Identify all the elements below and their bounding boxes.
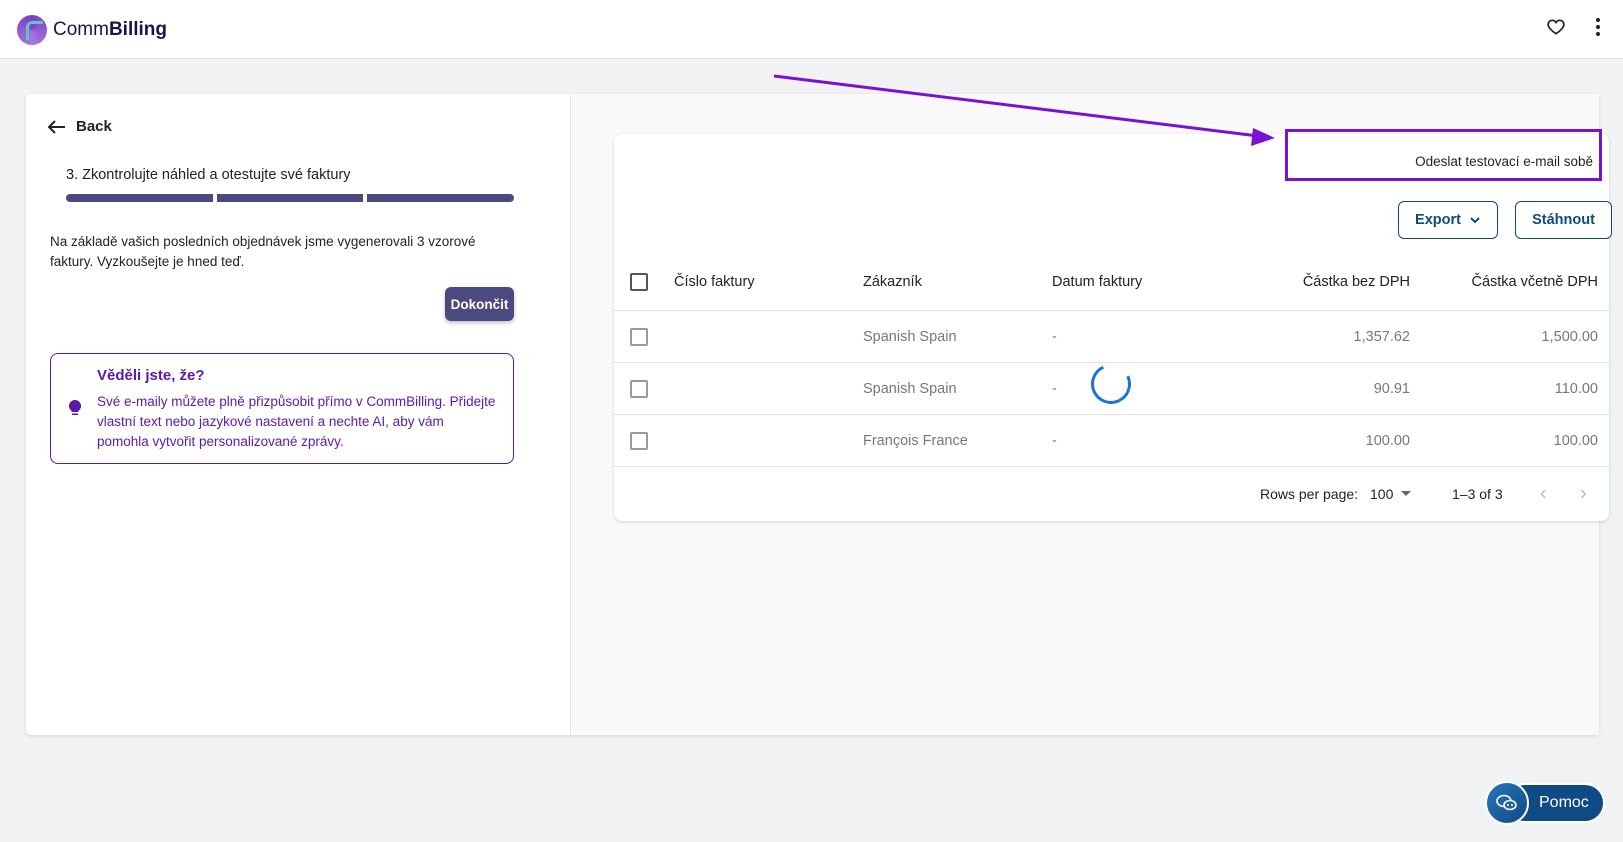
- app-header: CommBilling: [0, 0, 1623, 59]
- table-row[interactable]: Spanish Spain - 1,357.62 1,500.00: [614, 311, 1609, 363]
- finish-button[interactable]: Dokončit: [445, 287, 514, 321]
- amount-gross: 100.00: [1553, 432, 1598, 449]
- amount-net: 1,357.62: [1353, 328, 1410, 345]
- help-label: Pomoc: [1539, 794, 1589, 811]
- rows-per-page-label: Rows per page:: [1260, 486, 1359, 502]
- progress-segment: [367, 194, 515, 202]
- back-button[interactable]: Back: [48, 118, 112, 135]
- row-checkbox[interactable]: [630, 327, 648, 346]
- amount-gross: 1,500.00: [1541, 328, 1598, 345]
- tip-text: Své e-maily můžete plně přizpůsobit přím…: [97, 394, 496, 449]
- chevron-right-icon[interactable]: ›: [1580, 482, 1587, 505]
- chevron-down-icon: [1470, 217, 1480, 224]
- column-header[interactable]: Částka bez DPH: [1302, 274, 1410, 290]
- lightbulb-icon: [69, 400, 81, 415]
- arrow-left-icon: [48, 119, 65, 134]
- send-test-email-button[interactable]: Odeslat testovací e-mail sobě: [1415, 154, 1593, 169]
- export-label: Export: [1415, 212, 1461, 228]
- table-row[interactable]: François France - 100.00 100.00: [614, 415, 1609, 467]
- column-header[interactable]: Částka včetně DPH: [1471, 274, 1598, 290]
- invoice-date: -: [1052, 380, 1057, 397]
- logo[interactable]: CommBilling: [17, 15, 167, 45]
- brand-name-bold: Billing: [108, 19, 168, 40]
- customer: Spanish Spain: [863, 328, 957, 345]
- select-all-checkbox[interactable]: [630, 273, 648, 291]
- table-row[interactable]: Spanish Spain - 90.91 110.00: [614, 363, 1609, 415]
- table-pagination: Rows per page: 100 1–3 of 3 ‹ ›: [614, 467, 1609, 521]
- chevron-left-icon[interactable]: ‹: [1540, 482, 1547, 505]
- help-button[interactable]: Pomoc: [1485, 781, 1605, 825]
- step-progress: [66, 194, 515, 202]
- wizard-card: Back 3. Zkontrolujte náhled a otestujte …: [26, 94, 1612, 735]
- row-checkbox[interactable]: [630, 379, 648, 398]
- row-checkbox[interactable]: [630, 431, 648, 450]
- amount-gross: 110.00: [1554, 380, 1598, 397]
- preview-panel: Odeslat testovací e-mail sobě Export Stá…: [572, 94, 1612, 735]
- step-description: Na základě vašich posledních objednávek …: [50, 234, 476, 269]
- column-header[interactable]: Číslo faktury: [674, 274, 755, 290]
- wizard-left-panel: Back 3. Zkontrolujte náhled a otestujte …: [26, 94, 571, 735]
- rows-per-page-select[interactable]: 100: [1370, 486, 1412, 502]
- invoice-date: -: [1052, 432, 1057, 449]
- step-title: 3. Zkontrolujte náhled a otestujte své f…: [66, 167, 351, 183]
- amount-net: 90.91: [1373, 380, 1410, 397]
- progress-segment: [66, 194, 213, 202]
- back-label: Back: [76, 118, 112, 135]
- amount-net: 100.00: [1365, 432, 1410, 449]
- invoice-table-card: Odeslat testovací e-mail sobě Export Stá…: [614, 134, 1612, 521]
- export-button[interactable]: Export: [1398, 201, 1498, 239]
- column-header[interactable]: Zákazník: [863, 274, 922, 290]
- tip-box: Věděli jste, že? Své e-maily můžete plně…: [50, 353, 514, 464]
- chat-icon: [1485, 781, 1529, 825]
- annotation-highlight-box: [1285, 129, 1602, 181]
- more-vert-icon[interactable]: [1595, 17, 1601, 43]
- table-header: Číslo faktury Zákazník Datum faktury Čás…: [614, 254, 1609, 311]
- progress-segment: [216, 194, 364, 202]
- brand-name-light: Comm: [53, 19, 109, 40]
- rows-per-page-value: 100: [1370, 486, 1394, 502]
- download-button[interactable]: Stáhnout: [1515, 201, 1612, 239]
- customer: François France: [863, 432, 968, 449]
- logo-icon: [17, 15, 47, 45]
- caret-down-icon: [1401, 491, 1412, 496]
- heart-icon[interactable]: [1546, 17, 1566, 43]
- invoice-date: -: [1052, 328, 1057, 345]
- column-header[interactable]: Datum faktury: [1052, 274, 1143, 290]
- page-range: 1–3 of 3: [1452, 486, 1503, 502]
- tip-title: Věděli jste, že?: [97, 367, 205, 384]
- customer: Spanish Spain: [863, 380, 957, 397]
